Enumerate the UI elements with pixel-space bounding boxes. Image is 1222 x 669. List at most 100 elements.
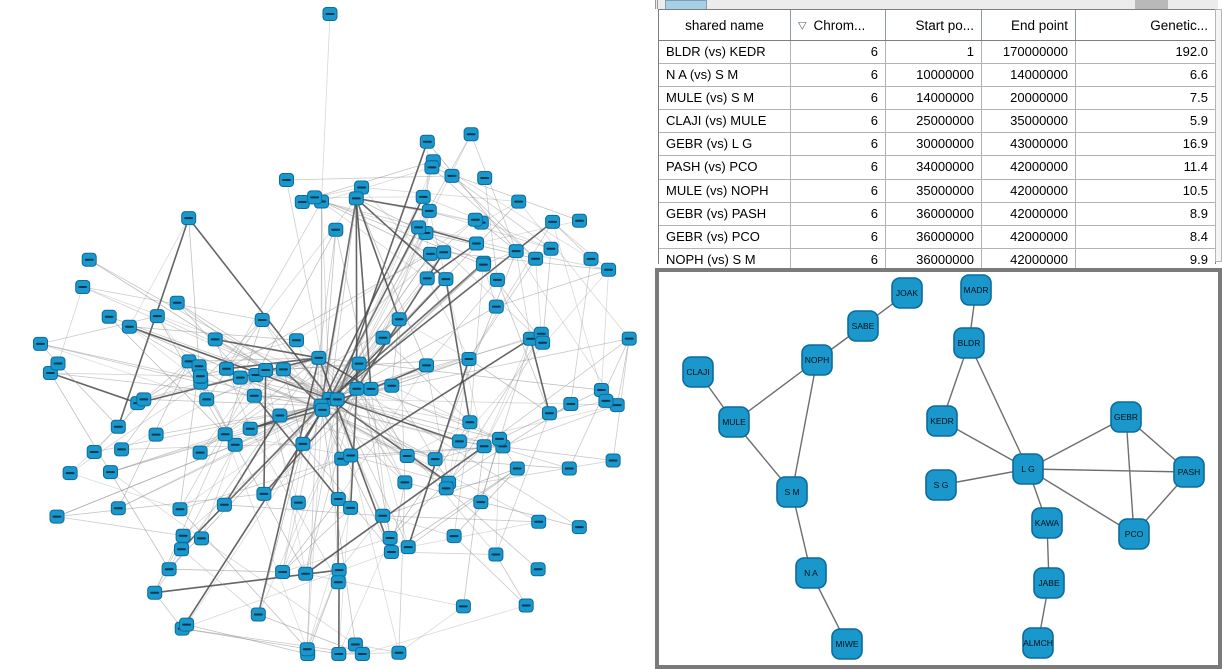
graph-node[interactable] (461, 352, 477, 366)
graph-node[interactable] (311, 350, 327, 365)
graph-node[interactable] (295, 436, 311, 451)
graph-node[interactable] (331, 563, 347, 578)
graph-node[interactable] (242, 421, 258, 436)
table-row[interactable]: MULE (vs) NOPH 6 35000000 42000000 10.5 (659, 179, 1215, 203)
graph-node[interactable] (476, 439, 492, 454)
graph-node[interactable] (174, 542, 189, 557)
table-row[interactable]: GEBR (vs) PASH 6 36000000 42000000 8.9 (659, 202, 1215, 226)
graph-node[interactable] (438, 272, 454, 287)
graph-node[interactable] (397, 475, 413, 490)
graph-node[interactable] (343, 448, 359, 463)
graph-node[interactable] (246, 388, 262, 403)
graph-node-JABE[interactable]: JABE (1033, 567, 1065, 599)
graph-node-SABE[interactable]: SABE (847, 310, 879, 342)
graph-node[interactable] (258, 363, 274, 377)
graph-node[interactable] (561, 461, 577, 476)
graph-node[interactable] (161, 562, 177, 577)
graph-edge-BLDR-LG[interactable] (968, 342, 1029, 470)
graph-node[interactable] (375, 508, 391, 523)
column-header-chromosome[interactable]: ▽ Chrom... (791, 10, 886, 40)
graph-node[interactable] (492, 431, 507, 446)
graph-node[interactable] (227, 437, 243, 452)
graph-node[interactable] (33, 336, 48, 351)
graph-node[interactable] (383, 545, 399, 559)
graph-node[interactable] (419, 358, 434, 373)
graph-edge-LG-PCO[interactable] (1027, 468, 1135, 535)
graph-node[interactable] (419, 134, 435, 149)
graph-node[interactable] (444, 168, 460, 183)
table-row[interactable]: MULE (vs) S M 6 14000000 20000000 7.5 (659, 87, 1215, 111)
graph-node[interactable] (351, 356, 367, 371)
graph-node-GEBR[interactable]: GEBR (1110, 401, 1142, 433)
graph-node[interactable] (62, 466, 78, 481)
graph-node[interactable] (463, 127, 479, 142)
table-row[interactable]: BLDR (vs) KEDR 6 1 170000000 192.0 (659, 41, 1215, 65)
graph-node[interactable] (314, 402, 330, 417)
graph-node[interactable] (216, 497, 232, 512)
graph-node-MIWE[interactable]: MIWE (831, 628, 863, 660)
graph-node[interactable] (147, 585, 163, 600)
graph-node[interactable] (298, 566, 314, 581)
graph-node[interactable] (254, 313, 270, 327)
graph-node[interactable] (384, 378, 400, 393)
graph-node-KEDR[interactable]: KEDR (926, 405, 958, 437)
graph-node-CLAJI[interactable]: CLAJI (682, 356, 714, 388)
graph-node[interactable] (605, 453, 621, 468)
network-overview-canvas[interactable] (0, 0, 655, 669)
graph-node[interactable] (451, 434, 467, 449)
graph-node[interactable] (194, 531, 209, 546)
graph-node[interactable] (136, 392, 152, 407)
graph-edge-LG-PASH[interactable] (1027, 468, 1190, 473)
graph-node[interactable] (477, 171, 493, 185)
subnetwork-canvas[interactable]: JOAK SABE NOPH CLAJI MULE S M N A MIWE MADR BLDR K… (659, 272, 1218, 665)
graph-node-SG[interactable]: S G (925, 469, 957, 501)
graph-node-BLDR[interactable]: BLDR (953, 327, 985, 359)
graph-node[interactable] (473, 495, 489, 510)
graph-node[interactable] (75, 280, 91, 294)
graph-node[interactable] (535, 335, 551, 350)
column-header-genetic-distance[interactable]: Genetic... (1076, 10, 1215, 40)
graph-node[interactable] (438, 481, 454, 496)
graph-node[interactable] (217, 427, 233, 442)
graph-node[interactable] (518, 598, 534, 613)
graph-edge-NOPH-SM[interactable] (791, 359, 818, 493)
graph-node-SM[interactable]: S M (776, 476, 808, 508)
graph-node[interactable] (621, 331, 637, 346)
graph-node[interactable] (279, 173, 294, 187)
graph-node[interactable] (322, 7, 338, 21)
graph-node[interactable] (192, 445, 208, 460)
graph-node[interactable] (207, 332, 223, 347)
table-row[interactable]: CLAJI (vs) MULE 6 25000000 35000000 5.9 (659, 110, 1215, 134)
graph-node[interactable] (49, 509, 65, 524)
graph-node[interactable] (348, 191, 364, 206)
graph-node[interactable] (382, 531, 398, 545)
graph-node[interactable] (101, 309, 117, 324)
graph-node[interactable] (110, 501, 126, 516)
graph-node[interactable] (181, 211, 197, 226)
graph-node[interactable] (598, 393, 614, 408)
graph-edge-LG-GEBR[interactable] (1027, 416, 1127, 470)
graph-node[interactable] (175, 528, 191, 543)
graph-node[interactable] (399, 449, 415, 463)
graph-node[interactable] (121, 319, 137, 334)
graph-node[interactable] (400, 540, 416, 555)
graph-node[interactable] (475, 257, 491, 272)
graph-node-MULE[interactable]: MULE (718, 406, 750, 438)
graph-node[interactable] (354, 647, 370, 661)
graph-node[interactable] (436, 245, 452, 260)
graph-node-PCO[interactable]: PCO (1118, 518, 1150, 550)
graph-node[interactable] (511, 194, 527, 209)
graph-node[interactable] (572, 213, 587, 228)
graph-node[interactable] (391, 645, 407, 660)
graph-node[interactable] (455, 599, 471, 614)
graph-node[interactable] (424, 160, 440, 175)
graph-edge-GEBR-PCO[interactable] (1125, 416, 1135, 535)
table-row[interactable]: GEBR (vs) L G 6 30000000 43000000 16.9 (659, 133, 1215, 157)
graph-node[interactable] (421, 203, 437, 218)
graph-node[interactable] (488, 547, 504, 562)
graph-node[interactable] (256, 486, 272, 501)
graph-node[interactable] (149, 309, 165, 324)
column-header-end-point[interactable]: End point (982, 10, 1076, 40)
table-scrollbar[interactable] (1215, 9, 1222, 262)
graph-node[interactable] (363, 381, 379, 396)
